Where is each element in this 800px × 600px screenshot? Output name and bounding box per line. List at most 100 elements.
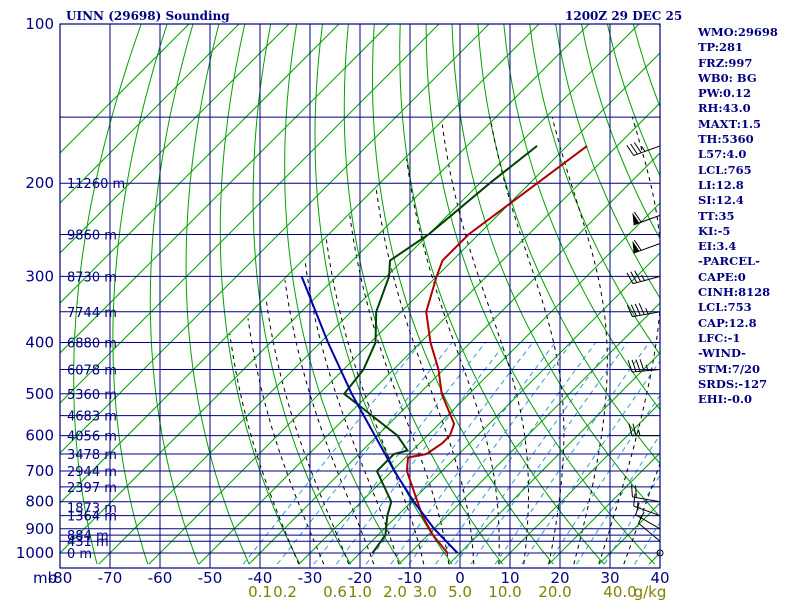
isotherm — [398, 302, 660, 565]
dry-adiabat — [789, 24, 800, 564]
index-item: LCL:765 — [698, 162, 752, 177]
height-label: 5360 m — [67, 388, 117, 403]
temperature-tick-label: -10 — [398, 569, 423, 587]
height-label: 1364 m — [67, 510, 117, 525]
mixing-ratio-line — [547, 394, 660, 565]
wind-full-feather — [626, 305, 633, 317]
mixing-ratio-label: 3.0 — [413, 583, 437, 600]
isotherm — [60, 24, 240, 204]
pressure-tick-label: 400 — [25, 333, 54, 351]
isotherm — [60, 24, 390, 354]
mixing-ratio-line — [521, 360, 660, 565]
wind-barb — [632, 369, 661, 373]
dry-adiabat — [252, 24, 352, 565]
index-item: PW:0.12 — [698, 86, 752, 101]
wind-pennant — [632, 240, 640, 254]
wind-barb — [633, 243, 661, 254]
wind-full-feather — [633, 211, 642, 223]
dewpoint-profile — [342, 145, 538, 554]
temperature-tick-label: -80 — [48, 569, 73, 587]
mixing-ratio-line — [454, 342, 614, 565]
wind-full-feather — [635, 359, 641, 372]
wind-full-feather — [631, 484, 633, 497]
isotherm — [198, 102, 660, 565]
mixing-ratio-label: 2.0 — [383, 583, 407, 600]
wind-full-feather — [638, 303, 645, 315]
isotherm — [248, 152, 660, 565]
wind-full-feather — [634, 303, 641, 316]
isotherm — [60, 24, 440, 404]
mixing-ratio-line — [276, 342, 453, 565]
isotherm — [60, 24, 490, 454]
mixing-ratio-label: 1.0 — [348, 583, 372, 600]
wind-barb — [632, 496, 661, 503]
isotherm — [448, 352, 660, 565]
wind-full-feather — [628, 423, 633, 436]
dry-adiabat — [451, 24, 660, 518]
wind-full-feather — [630, 271, 638, 283]
dry-adiabat — [343, 24, 504, 565]
index-item: -PARCEL- — [698, 254, 760, 269]
height-label: 0 m — [67, 547, 92, 562]
wind-half-feather — [641, 274, 645, 281]
moist-adiabat — [375, 188, 475, 565]
temperature-tick-label: 20 — [550, 569, 569, 587]
wind-full-feather — [634, 270, 642, 282]
height-label: 8730 m — [67, 270, 117, 285]
temperature-tick-label: -70 — [98, 569, 123, 587]
index-item: EHI:-0.0 — [698, 392, 753, 407]
wind-half-feather — [645, 364, 649, 371]
index-item: WB0: BG — [698, 70, 757, 85]
index-item: WMO:29698 — [698, 25, 778, 39]
index-item: TH:5360 — [698, 132, 754, 147]
stability-indices: WMO:29698 TP:281 FRZ:997 WB0: BG PW:0.12 RH:4… — [698, 25, 778, 407]
pressure-tick-label: 100 — [25, 15, 54, 33]
moist-adiabat — [598, 117, 660, 565]
temperature-tick-label: -50 — [198, 569, 223, 587]
index-item: LFC:-1 — [698, 330, 741, 345]
wind-half-feather — [641, 145, 646, 152]
isotherm — [548, 452, 660, 565]
height-label: 431 m — [67, 535, 109, 550]
index-item: CAPE:0 — [698, 269, 746, 284]
mixing-ratio-line — [408, 342, 573, 565]
isotherm — [298, 202, 660, 565]
dry-adiabat — [529, 24, 660, 356]
index-item: L57:4.0 — [698, 147, 747, 162]
height-label: 7744 m — [67, 306, 117, 321]
height-label: 884 m — [67, 529, 109, 544]
isotherm — [60, 24, 340, 304]
dry-adiabat — [284, 24, 402, 565]
mixing-ratio-line — [634, 521, 660, 565]
temperature-tick-label: -40 — [248, 569, 273, 587]
dry-adiabat — [73, 24, 142, 565]
pressure-tick-label: 700 — [25, 462, 54, 480]
mixing-ratio-label: 0.1 — [248, 583, 272, 600]
index-item: LCL:753 — [698, 300, 752, 315]
index-item: STM:7/20 — [698, 361, 761, 376]
isotherm — [348, 252, 660, 565]
index-item: SRDS:-127 — [698, 376, 768, 391]
moist-adiabat — [406, 158, 500, 565]
mixing-ratio-line — [390, 342, 556, 565]
mixing-ratio-label: 20.0 — [538, 583, 571, 600]
height-label: 6880 m — [67, 336, 117, 351]
moist-adiabat — [284, 280, 375, 565]
wind-full-feather — [633, 142, 642, 154]
index-item: CINH:8128 — [698, 285, 771, 300]
pressure-tick-label: 900 — [25, 520, 54, 538]
height-label: 2397 m — [67, 481, 117, 496]
pressure-tick-label: 200 — [25, 174, 54, 192]
pressure-tick-label: 300 — [25, 267, 54, 285]
mixing-ratio-line — [603, 474, 660, 565]
pressure-tick-label: 500 — [25, 385, 54, 403]
mixing-ratio-label: g/kg — [634, 583, 667, 600]
index-item: RH:43.0 — [698, 101, 751, 116]
temperature-tick-label: 10 — [500, 569, 519, 587]
mixing-ratio-label: 0.2 — [273, 583, 297, 600]
wind-full-feather — [635, 502, 640, 515]
isotherm — [98, 24, 640, 565]
height-label: 4683 m — [67, 410, 117, 425]
wind-full-feather — [626, 272, 634, 284]
